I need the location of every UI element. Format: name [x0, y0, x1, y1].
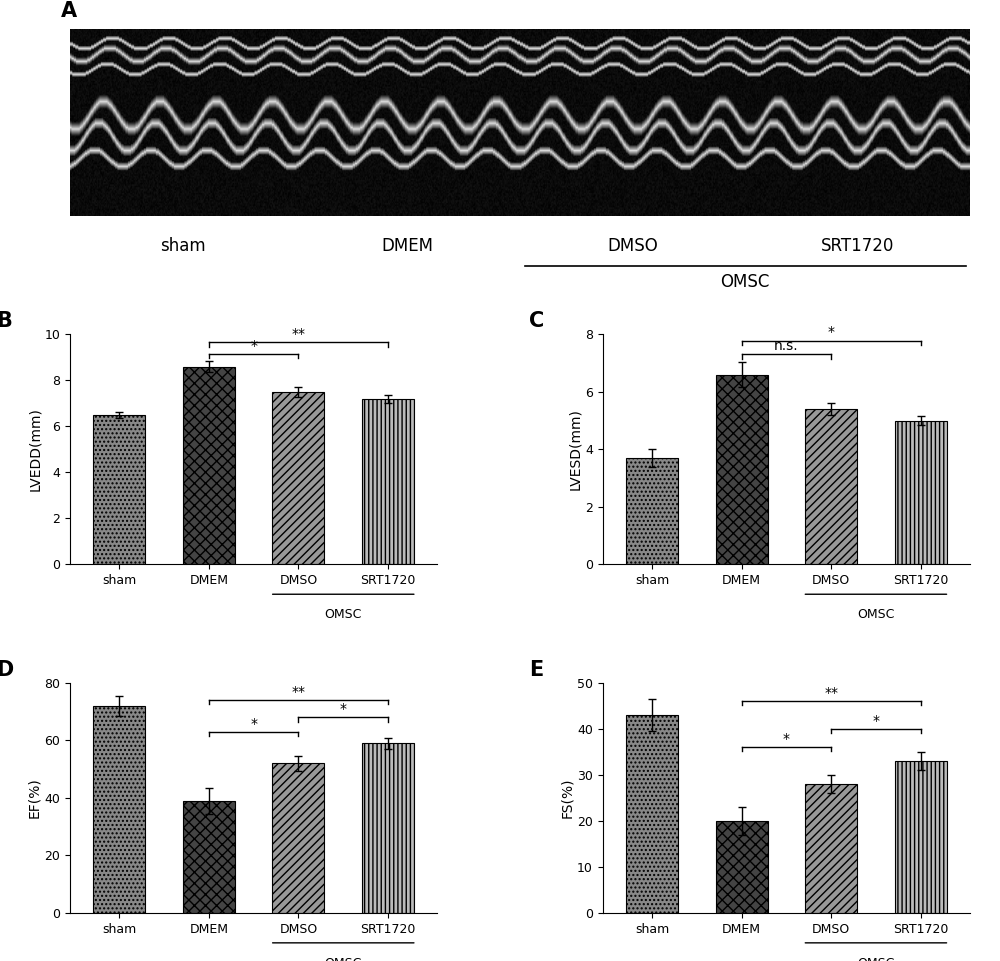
Text: **: ** [291, 685, 305, 699]
Bar [716, 375, 768, 564]
Text: OMSC: OMSC [720, 273, 770, 291]
Text: OMSC: OMSC [325, 956, 362, 961]
Text: *: * [340, 702, 347, 716]
Bar [805, 409, 857, 564]
Text: D: D [0, 660, 14, 680]
Bar [716, 821, 768, 913]
Bar [93, 415, 145, 564]
Text: *: * [783, 732, 790, 746]
Text: n.s.: n.s. [774, 339, 799, 354]
Text: E: E [529, 660, 543, 680]
Bar [895, 421, 947, 564]
Text: OMSC: OMSC [857, 956, 895, 961]
Y-axis label: EF(%): EF(%) [28, 777, 42, 819]
Bar [362, 743, 414, 913]
Text: SRT1720: SRT1720 [821, 236, 894, 255]
Text: *: * [250, 717, 257, 730]
Y-axis label: LVEDD(mm): LVEDD(mm) [28, 407, 42, 491]
Text: *: * [828, 326, 835, 339]
Bar [362, 399, 414, 564]
Y-axis label: FS(%): FS(%) [560, 777, 574, 818]
Text: DMEM: DMEM [382, 236, 434, 255]
Text: DMSO: DMSO [607, 236, 658, 255]
Bar [626, 458, 678, 564]
Bar [626, 715, 678, 913]
Bar [805, 784, 857, 913]
Text: **: ** [291, 327, 305, 341]
Bar [183, 366, 235, 564]
Bar [895, 761, 947, 913]
Text: C: C [529, 311, 544, 332]
Text: OMSC: OMSC [857, 608, 895, 621]
Bar [93, 706, 145, 913]
Text: **: ** [824, 686, 838, 701]
Text: A: A [61, 1, 77, 21]
Text: OMSC: OMSC [325, 608, 362, 621]
Text: sham: sham [160, 236, 205, 255]
Text: *: * [250, 338, 257, 353]
Text: B: B [0, 311, 12, 332]
Text: *: * [872, 714, 879, 727]
Bar [272, 392, 324, 564]
Bar [272, 763, 324, 913]
Bar [183, 801, 235, 913]
Y-axis label: LVESD(mm): LVESD(mm) [568, 408, 582, 490]
